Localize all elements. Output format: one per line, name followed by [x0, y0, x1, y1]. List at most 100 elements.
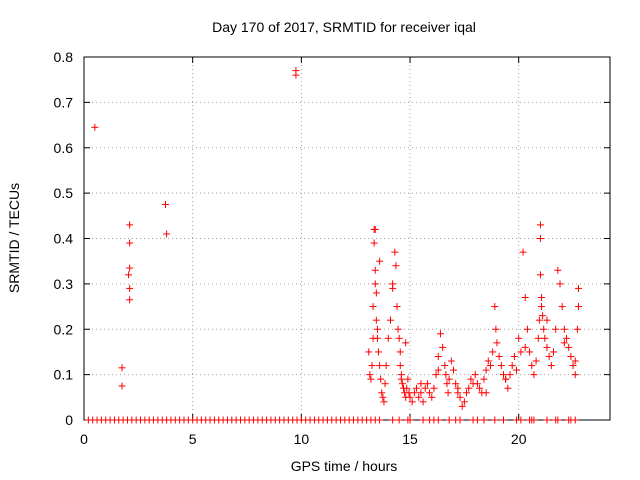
data-point — [417, 380, 425, 388]
data-point — [543, 343, 551, 351]
data-point — [452, 380, 460, 388]
data-point — [402, 339, 410, 347]
data-point — [444, 389, 452, 397]
data-point — [480, 375, 488, 383]
data-point — [482, 389, 490, 397]
data-point — [394, 325, 402, 333]
y-tick-label: 0.6 — [54, 140, 74, 156]
data-point — [371, 266, 379, 274]
data-point — [443, 380, 451, 388]
data-point — [567, 352, 575, 360]
data-point — [126, 284, 134, 292]
grid — [84, 57, 610, 420]
data-point — [408, 398, 416, 406]
data-point — [372, 289, 380, 297]
data-point — [395, 334, 403, 342]
data-point — [569, 362, 577, 370]
data-point — [415, 393, 423, 401]
data-point — [397, 375, 405, 383]
data-point — [556, 280, 564, 288]
data-point — [521, 293, 529, 301]
data-point — [539, 312, 547, 320]
data-point — [441, 362, 449, 370]
data-point — [460, 398, 468, 406]
data-point — [404, 375, 412, 383]
data-point — [536, 271, 544, 279]
data-point — [491, 303, 499, 311]
data-point — [495, 352, 503, 360]
x-tick-label: 20 — [511, 431, 527, 447]
y-tick-label: 0.4 — [54, 231, 74, 247]
data-point — [473, 380, 481, 388]
data-point — [571, 371, 579, 379]
data-point — [386, 316, 394, 324]
data-point — [406, 393, 414, 401]
data-point — [563, 334, 571, 342]
data-point — [376, 362, 384, 370]
data-point — [436, 330, 444, 338]
data-point — [126, 296, 134, 304]
data-point — [366, 371, 374, 379]
data-point — [378, 389, 386, 397]
data-point — [513, 366, 521, 374]
y-tick-label: 0.1 — [54, 367, 74, 383]
data-point — [504, 384, 512, 392]
data-point — [126, 239, 134, 247]
data-point — [560, 325, 568, 333]
data-point — [403, 384, 411, 392]
data-point — [521, 343, 529, 351]
data-point — [523, 325, 531, 333]
x-tick-label: 5 — [189, 431, 197, 447]
data-point — [162, 200, 170, 208]
data-point — [499, 371, 507, 379]
data-point — [393, 303, 401, 311]
data-point — [540, 325, 548, 333]
data-point — [532, 357, 540, 365]
data-point — [484, 357, 492, 365]
data-point — [517, 416, 525, 424]
data-point — [380, 398, 388, 406]
y-tick-label: 0.8 — [54, 49, 74, 65]
data-point — [510, 352, 518, 360]
data-point — [384, 334, 392, 342]
data-point — [547, 362, 555, 370]
y-tick-label: 0.2 — [54, 321, 74, 337]
data-point — [482, 366, 490, 374]
data-point — [571, 416, 579, 424]
data-point — [517, 348, 525, 356]
data-point — [574, 303, 582, 311]
data-point — [91, 123, 99, 131]
data-point — [370, 239, 378, 247]
data-point — [535, 316, 543, 324]
data-point — [463, 389, 471, 397]
data-point — [396, 348, 404, 356]
data-point — [377, 375, 385, 383]
data-point — [536, 221, 544, 229]
data-point — [368, 362, 376, 370]
data-point — [543, 416, 551, 424]
data-point — [549, 348, 557, 356]
data-point — [536, 235, 544, 242]
data-point — [450, 366, 458, 374]
data-point — [519, 248, 527, 256]
data-point — [573, 325, 581, 333]
data-point — [434, 352, 442, 360]
y-tick-label: 0 — [65, 412, 73, 428]
y-tick-label: 0.5 — [54, 185, 74, 201]
data-point — [554, 266, 562, 274]
data-point — [373, 334, 381, 342]
data-point — [486, 362, 494, 370]
data-point — [456, 416, 464, 424]
data-point — [379, 393, 387, 401]
data-point — [382, 362, 390, 370]
x-tick-label: 0 — [80, 431, 88, 447]
data-point — [376, 257, 384, 265]
data-points — [84, 67, 582, 424]
data-point — [292, 71, 300, 79]
data-point — [428, 393, 436, 401]
data-point — [118, 364, 126, 372]
data-point — [392, 262, 400, 270]
data-point — [454, 384, 462, 392]
data-point — [543, 316, 551, 324]
